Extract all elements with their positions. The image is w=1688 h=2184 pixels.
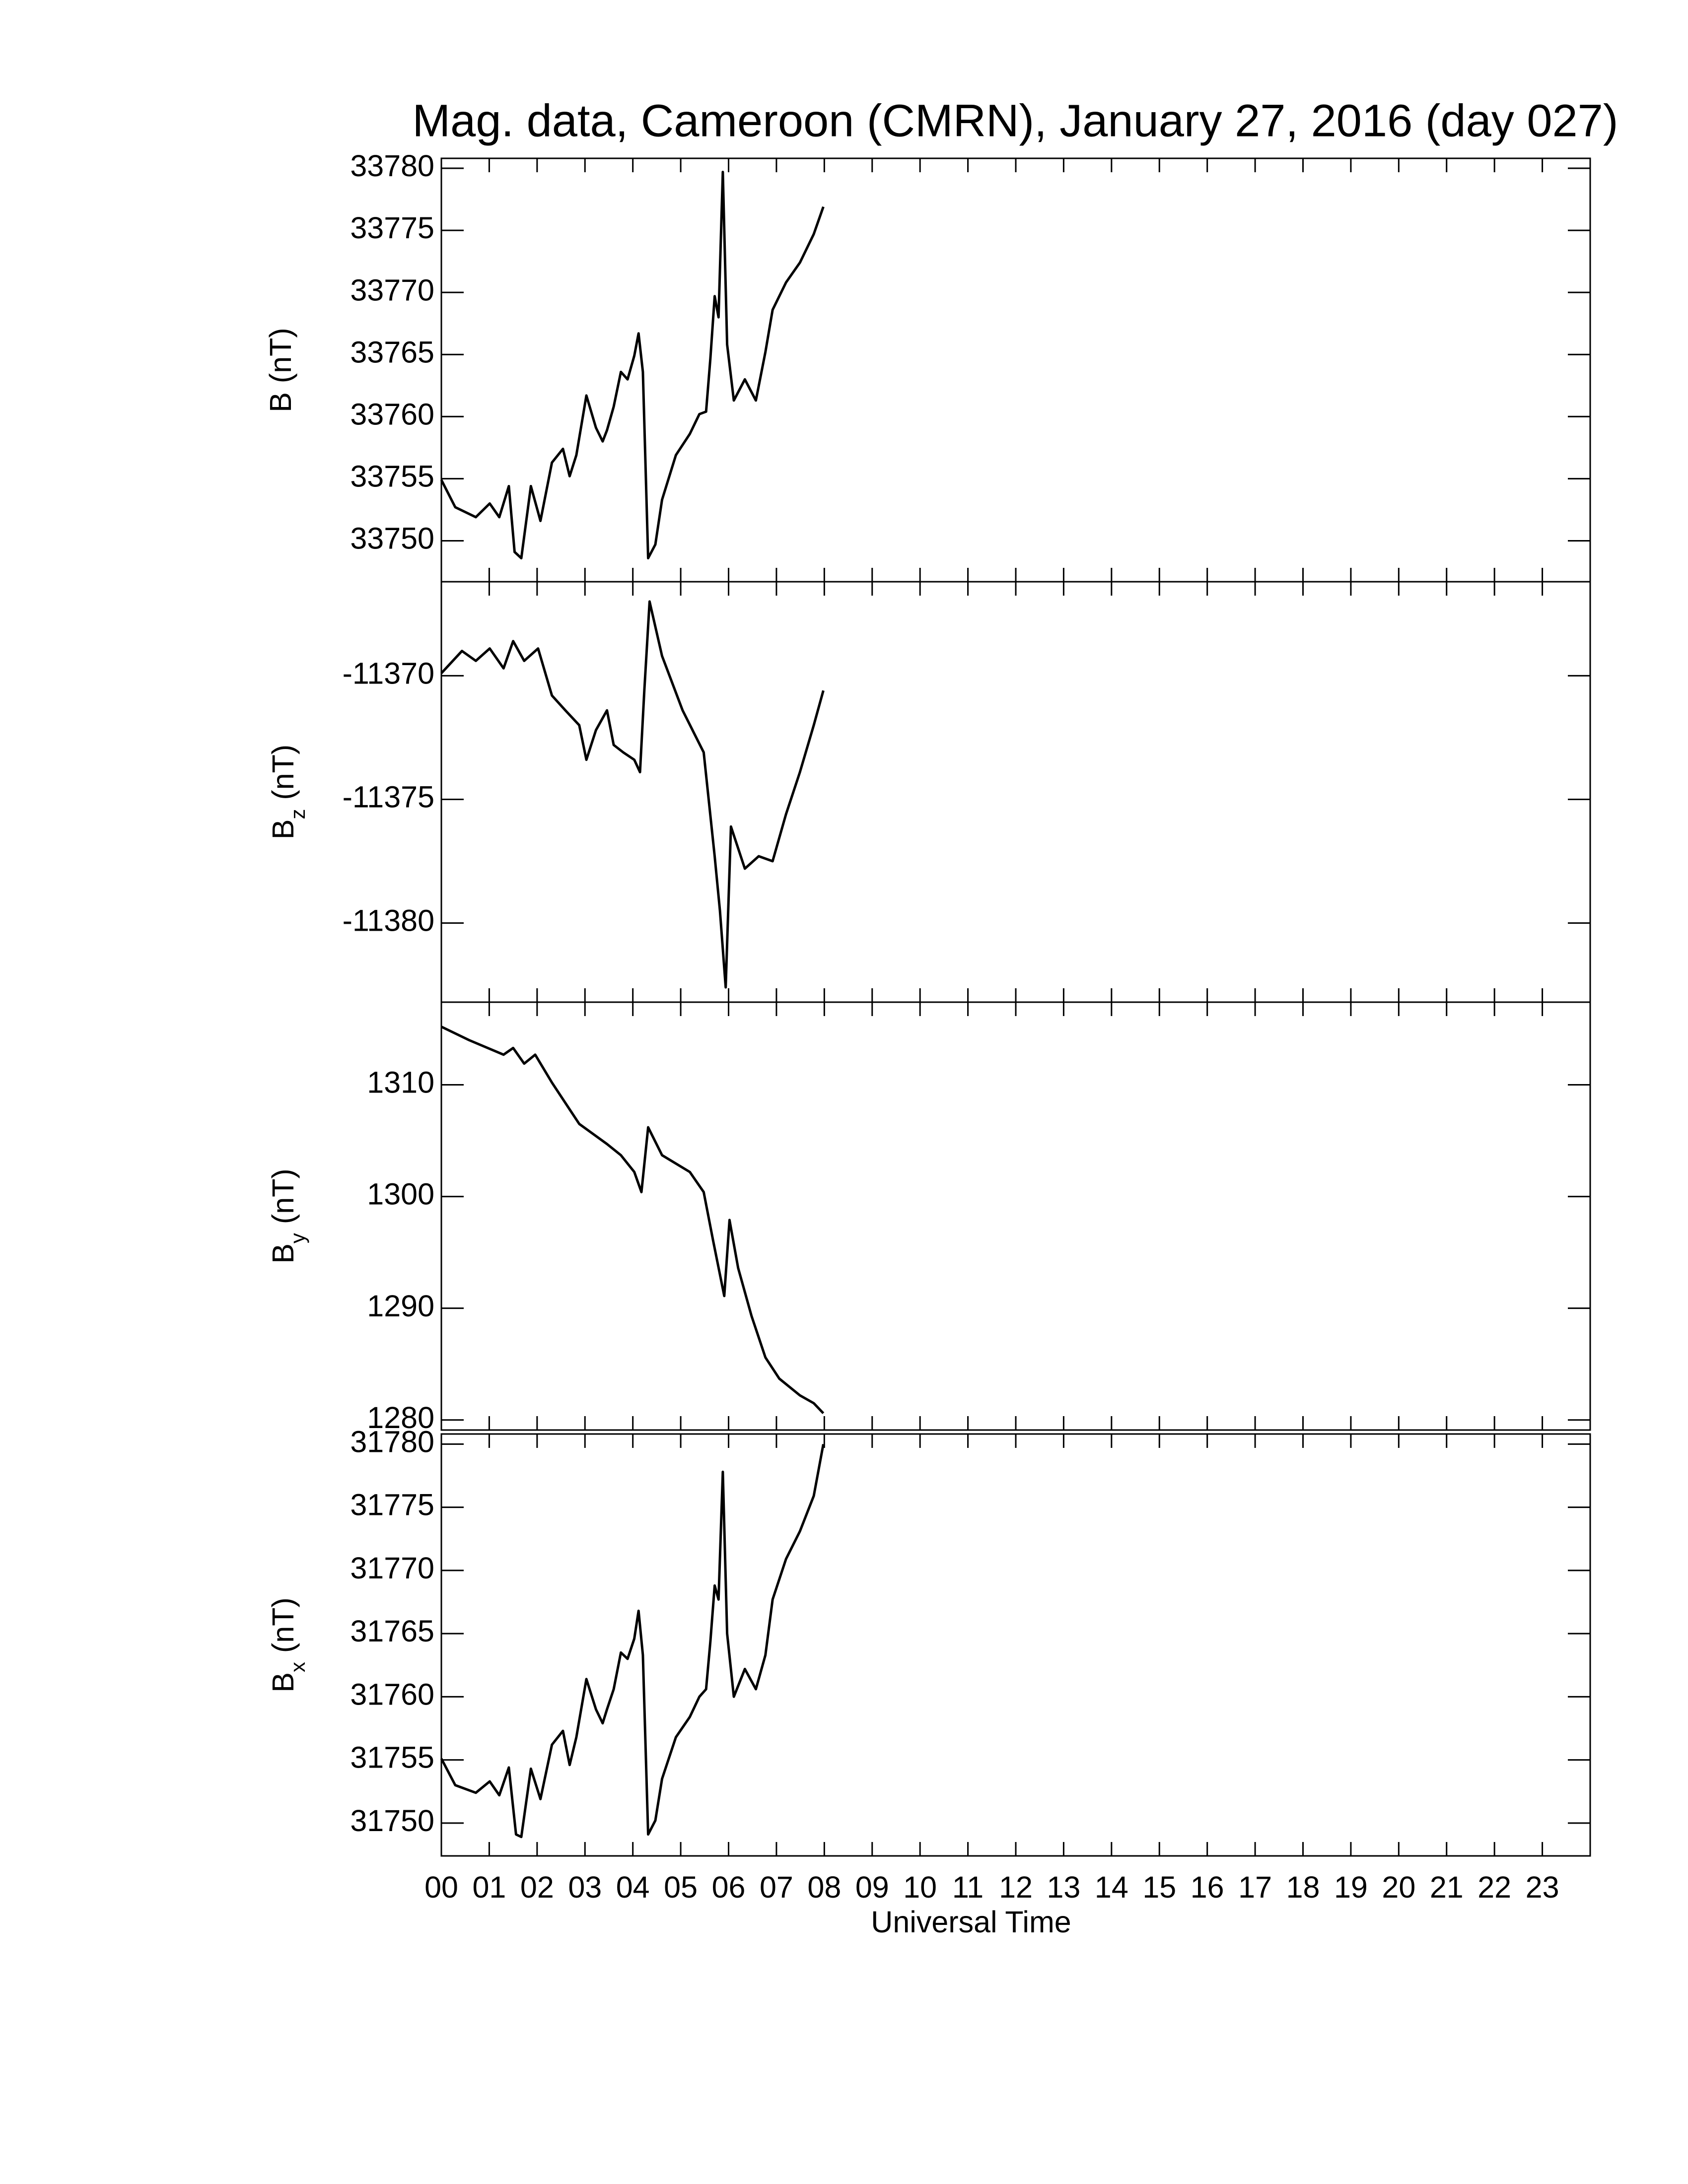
y-tick-label: 33765 [350,335,434,369]
y-tick-label: 33760 [350,397,434,431]
y-label-main: B [264,392,297,412]
x-tick-label: 03 [568,1870,602,1904]
x-tick-label: 00 [424,1870,458,1904]
y-label-main: B [266,1243,300,1264]
y-label-unit: (nT) [266,1597,300,1653]
y-tick-label: -11370 [343,656,434,690]
y-tick-label: 33770 [350,273,434,307]
y-axis-label: B (nT) [264,328,297,412]
x-tick-label: 21 [1430,1870,1464,1904]
y-label-unit: (nT) [266,745,300,800]
y-tick-label: 31765 [350,1614,434,1648]
y-tick-label: 1290 [367,1289,434,1323]
data-line [440,171,825,559]
y-tick-label: 1300 [367,1177,434,1211]
data-line [440,1443,825,1839]
plot-frame [440,581,1591,1003]
x-axis-label: Universal Time [871,1905,1071,1939]
y-tick-label: -11380 [343,904,434,938]
y-tick-label: 33775 [350,211,434,245]
chart-title: Mag. data, Cameroon (CMRN), January 27, … [413,95,1618,146]
y-label-main: B [266,819,300,840]
y-axis-label: Bx (nT) [266,1597,309,1693]
plot-frame [440,1433,1591,1857]
x-tick-label: 16 [1191,1870,1224,1904]
y-tick-label: 31775 [350,1488,434,1522]
y-tick-label: 31750 [350,1804,434,1838]
plot-frame [440,1001,1591,1431]
y-label-unit: (nT) [266,1168,300,1224]
y-tick-label: 31755 [350,1741,434,1774]
x-tick-label: 18 [1286,1870,1320,1904]
y-axis-label: Bz (nT) [266,745,309,840]
y-label-sub: z [286,809,309,819]
x-tick-label: 01 [472,1870,506,1904]
x-tick-label: 07 [760,1870,793,1904]
x-tick-label: 06 [712,1870,746,1904]
x-tick-label: 11 [952,1870,984,1904]
x-tick-label: 05 [664,1870,698,1904]
y-tick-label: 33780 [350,149,434,183]
x-tick-label: 19 [1334,1870,1368,1904]
x-tick-label: 20 [1382,1870,1415,1904]
x-tick-label: 12 [999,1870,1033,1904]
x-tick-label: 22 [1477,1870,1511,1904]
y-tick-label: -11375 [343,780,434,814]
y-label-main: B [266,1672,300,1693]
x-tick-label: 13 [1047,1870,1080,1904]
x-tick-label: 09 [855,1870,889,1904]
data-line [440,600,825,989]
y-tick-label: 31770 [350,1551,434,1585]
plot-frame [440,157,1591,583]
x-tick-label: 04 [616,1870,650,1904]
y-label-sub: x [286,1662,309,1672]
x-tick-label: 08 [807,1870,841,1904]
x-tick-label: 17 [1238,1870,1272,1904]
x-tick-label: 14 [1095,1870,1128,1904]
y-tick-label: 1310 [367,1066,434,1099]
y-label-sub: y [286,1233,309,1243]
x-tick-label: 02 [520,1870,554,1904]
y-label-unit: (nT) [264,328,297,383]
data-line [440,1025,825,1414]
y-tick-label: 31760 [350,1677,434,1711]
y-tick-label: 1280 [367,1401,434,1434]
y-tick-label: 33755 [350,459,434,493]
y-axis-label: By (nT) [266,1168,309,1264]
y-tick-label: 33750 [350,522,434,555]
x-tick-label: 10 [903,1870,937,1904]
x-tick-label: 23 [1526,1870,1559,1904]
y-tick-label: 31780 [350,1425,434,1458]
x-tick-label: 15 [1142,1870,1176,1904]
